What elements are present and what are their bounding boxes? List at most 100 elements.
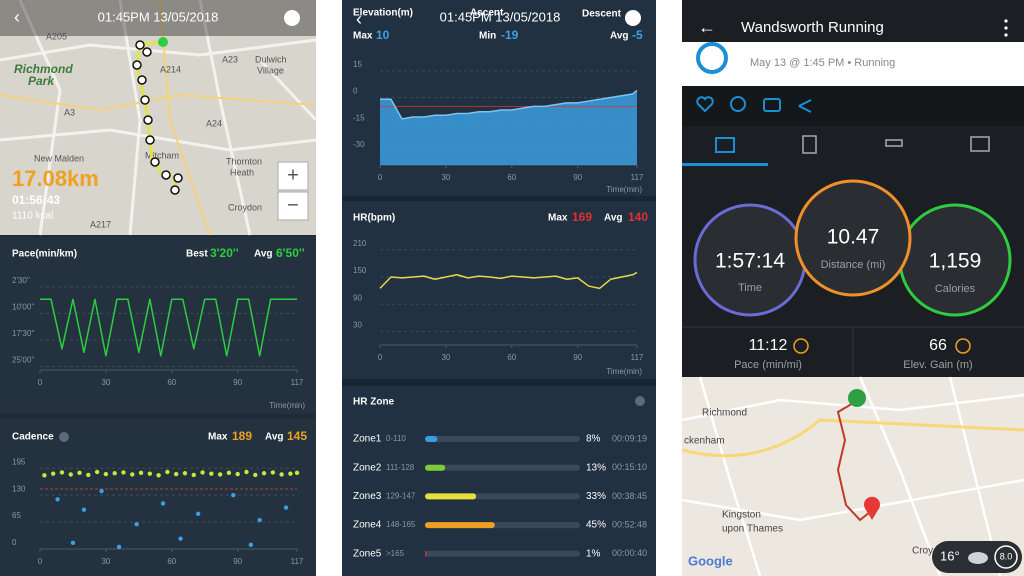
- time-label: Time: [738, 282, 762, 294]
- y-tick-label: 90: [353, 293, 362, 302]
- zoom-out[interactable]: [277, 191, 309, 221]
- map-major-road: [681, 418, 1024, 458]
- back-button[interactable]: ←: [698, 17, 716, 37]
- pace-title: Pace(min/km): [12, 249, 77, 260]
- header-time: 01:45PM 13/05/2018: [440, 9, 561, 24]
- calories-label: Calories: [935, 283, 976, 295]
- info-icon[interactable]: [59, 432, 69, 442]
- tab-bar: [682, 126, 1024, 166]
- activity-subtitle: May 13 @ 1:45 PM • Running: [750, 57, 895, 69]
- share[interactable]: [798, 99, 812, 113]
- elevation-min-label: Min: [479, 31, 496, 42]
- zone-track: [425, 550, 580, 557]
- header-time: 01:45PM 13/05/2018: [98, 9, 219, 24]
- like[interactable]: [696, 96, 714, 113]
- share-icon[interactable]: [284, 10, 300, 26]
- zoom-out-icon: −: [287, 194, 299, 216]
- comment[interactable]: [730, 96, 746, 112]
- cadence-dot: [173, 471, 179, 477]
- cadence-dot: [178, 536, 183, 541]
- x-tick-label: 60: [167, 557, 176, 566]
- pace-value: 11:12: [749, 337, 788, 354]
- cadence-max-label: Max: [208, 432, 228, 443]
- distance-value: 10.47: [827, 226, 880, 249]
- action-icons: [696, 96, 812, 113]
- pace-label: Pace (min/mi): [734, 359, 802, 371]
- tab-laps[interactable]: [885, 139, 903, 147]
- hr-title: HR(bpm): [353, 213, 395, 224]
- info-icon[interactable]: [635, 396, 645, 406]
- share-icon[interactable]: [625, 10, 641, 26]
- hr-section: [342, 201, 656, 379]
- zone-bar: [425, 464, 446, 471]
- elev-gain-label: Elev. Gain (m): [903, 359, 972, 371]
- y-tick-label: 30: [353, 321, 362, 330]
- x-tick-label: 0: [378, 173, 383, 182]
- zone-track: [425, 436, 580, 442]
- y-tick-label: -15: [353, 113, 365, 122]
- hr-zone-title: HR Zone: [353, 397, 395, 408]
- badge: 8.0: [1000, 551, 1013, 561]
- map-label: A214: [160, 64, 181, 74]
- cadence-dot: [257, 517, 262, 523]
- cadence-avg: 145: [287, 429, 307, 443]
- time-value: 1:57:14: [715, 250, 785, 273]
- x-axis-label: Time(min): [269, 401, 305, 410]
- cadence-dot: [156, 473, 161, 478]
- map-label: Heath: [230, 167, 254, 177]
- map-label: Village: [257, 65, 284, 75]
- elevation-avg-label: Avg: [610, 31, 629, 42]
- cadence-dot: [217, 472, 223, 477]
- zone-bar: [425, 550, 427, 557]
- cadence-dot: [244, 469, 249, 475]
- cadence-avg-label: Avg: [265, 432, 284, 443]
- distance-label: Distance (mi): [821, 259, 886, 271]
- x-tick-label: 0: [38, 557, 43, 566]
- y-tick-label: -30: [353, 140, 365, 149]
- zone-bar: [425, 436, 438, 442]
- x-tick-label: 60: [167, 378, 176, 387]
- y-tick-label: 15: [353, 60, 362, 69]
- x-tick-label: 30: [101, 557, 110, 566]
- cadence-dot: [288, 471, 293, 476]
- x-tick-label: 117: [631, 173, 644, 182]
- tab-charts[interactable]: [970, 136, 990, 152]
- y-tick-label: 17'30'': [12, 329, 35, 338]
- back-button[interactable]: ‹: [14, 7, 20, 27]
- route-start: [158, 37, 168, 47]
- tab-details[interactable]: [802, 135, 817, 154]
- back-button[interactable]: ‹: [356, 9, 362, 29]
- distance-ring: [794, 179, 912, 297]
- zoom-in[interactable]: [277, 161, 309, 191]
- elev-icon: [955, 338, 971, 354]
- cadence-dot: [68, 472, 73, 477]
- y-tick-label: 210: [353, 239, 367, 248]
- menu-button[interactable]: [1004, 19, 1008, 37]
- hr-zone-section: [342, 386, 656, 576]
- map-label: Thornton: [226, 156, 262, 166]
- route-end: [864, 496, 880, 520]
- cadence-max: 189: [232, 429, 252, 443]
- tab-overview[interactable]: [715, 137, 735, 153]
- activity-title: Wandsworth Running: [741, 19, 884, 36]
- x-tick-label: 90: [233, 557, 242, 566]
- zone-name: Zone2: [353, 462, 382, 473]
- x-tick-label: 30: [441, 173, 450, 182]
- data-line: [379, 271, 638, 290]
- tab-indicator: [682, 163, 768, 166]
- hr-max-label: Max: [548, 213, 568, 224]
- cadence-section: [0, 418, 316, 576]
- zone-range: 0-110: [386, 434, 406, 443]
- y-tick-label: 195: [12, 457, 26, 466]
- zone-time: 00:52:48: [612, 519, 647, 529]
- camera[interactable]: [763, 98, 781, 112]
- map-label: New Malden: [34, 153, 84, 163]
- cadence-dot: [165, 469, 170, 475]
- y-tick-label: 65: [12, 511, 21, 520]
- y-tick-label: 2'30'': [12, 276, 30, 285]
- x-tick-label: 0: [378, 353, 383, 362]
- cadence-dot: [116, 544, 122, 550]
- y-tick-label: 0: [353, 87, 358, 96]
- zone-range: >165: [386, 549, 405, 558]
